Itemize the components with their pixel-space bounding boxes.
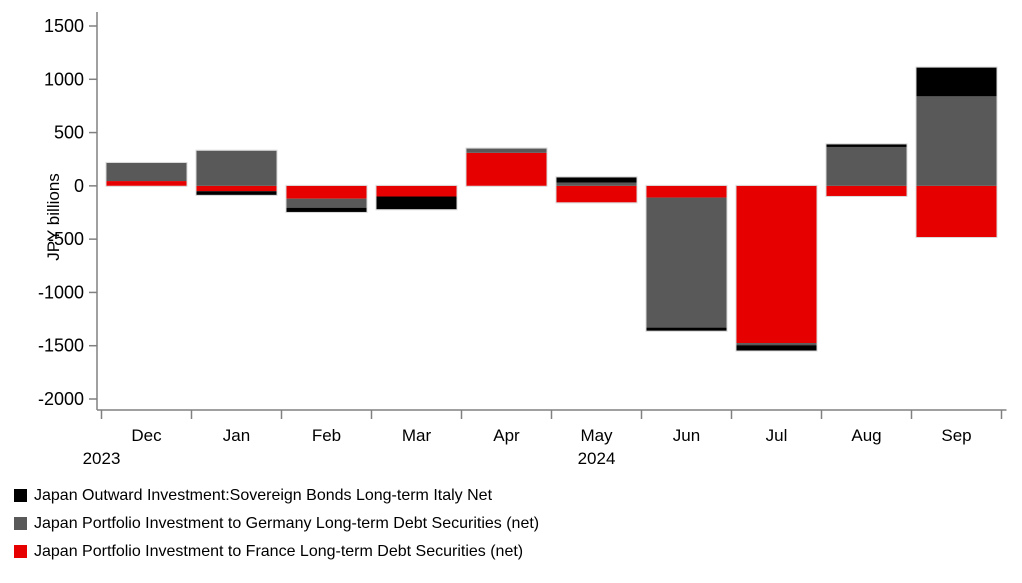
bar-outline [915,66,998,239]
bar-segment [646,185,727,198]
bar-segment [556,185,637,203]
bar-segment [466,152,547,186]
bar-segment [286,185,367,199]
bar-segment [556,182,637,186]
legend-item-germany: Japan Portfolio Investment to Germany Lo… [14,514,539,533]
bar-segment [826,146,907,186]
legend-label-italy: Japan Outward Investment:Sovereign Bonds… [34,487,493,504]
bar-segment [376,185,457,197]
x-tick-label: May [580,426,613,445]
bar-segment [736,345,817,351]
x-tick-label: Dec [131,426,162,445]
bar-segment [646,327,727,331]
bar-segment [286,207,367,212]
x-tick-label: Jan [223,426,250,445]
bar-segment [646,197,727,328]
bar-segment [556,177,637,183]
y-axis-title: JPY billions [44,173,63,261]
bar-segment [736,343,817,346]
bar-outline [825,143,908,197]
bar-segment [106,181,187,186]
x-tick-label: Aug [851,426,881,445]
x-tick-label: Sep [941,426,971,445]
legend-swatch-italy [14,489,27,502]
x-tick-label: Apr [493,426,520,445]
y-tick-label: -1500 [38,336,84,356]
x-tick-label: Jul [766,426,788,445]
bar-segment [736,185,817,344]
bar-outline [735,184,818,352]
bar-segment [376,196,457,210]
bar-segment [826,144,907,147]
bar-outline [195,149,278,196]
legend-item-france: Japan Portfolio Investment to France Lon… [14,542,539,561]
y-tick-label: -1000 [38,282,84,302]
y-tick-label: 0 [74,176,84,196]
bar-segment [916,96,997,186]
bar-segment [196,191,277,195]
bar-segment [826,185,907,196]
y-tick-label: -2000 [38,389,84,409]
bar-segment [196,185,277,192]
bar-segment [916,185,997,238]
legend-label-france: Japan Portfolio Investment to France Lon… [34,543,524,560]
legend-swatch-germany [14,517,27,530]
bar-segment [466,148,547,153]
bar-outline [645,184,728,332]
y-tick-label: 500 [54,123,84,143]
legend-label-germany: Japan Portfolio Investment to Germany Lo… [34,515,540,532]
y-tick-label: 1000 [44,69,84,89]
bar-segment [106,162,187,182]
bar-segment [916,67,997,97]
bar-outline [105,161,188,187]
bar-outline [375,184,458,211]
chart-canvas: 1500 1000 500 0 -500 -1000 -1500 -2000 Dec Jan Feb… [38,12,1007,468]
x-tick-label: Jun [673,426,700,445]
bar-segment [196,150,277,186]
legend-item-italy: Japan Outward Investment:Sovereign Bonds… [14,486,539,505]
bar-outline [555,176,638,204]
year-label: 2023 [83,449,121,468]
y-tick-label: 1500 [44,16,84,36]
y-tick-label: -500 [48,229,84,249]
bar-outline [465,147,548,187]
legend: Japan Outward Investment:Sovereign Bonds… [14,486,539,561]
x-tick-label: Feb [312,426,341,445]
bar-outline [285,184,368,213]
legend-swatch-france [14,545,27,558]
year-label: 2024 [578,449,616,468]
bar-segment [286,198,367,208]
x-tick-label: Mar [402,426,432,445]
